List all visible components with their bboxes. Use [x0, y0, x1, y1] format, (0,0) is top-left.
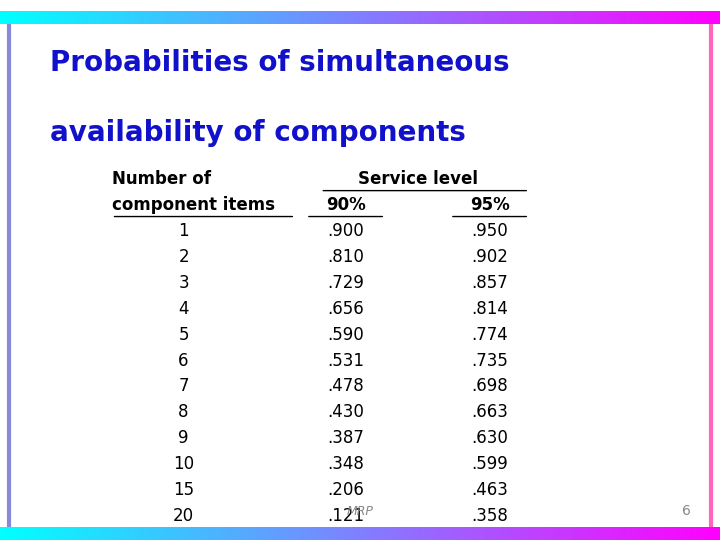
Text: 20: 20 [173, 507, 194, 525]
Text: .277: .277 [471, 533, 508, 540]
Text: .348: .348 [327, 455, 364, 473]
Text: 95%: 95% [469, 196, 510, 214]
Text: 8: 8 [179, 403, 189, 421]
Text: .387: .387 [327, 429, 364, 447]
Text: .358: .358 [471, 507, 508, 525]
Text: .810: .810 [327, 248, 364, 266]
Text: .531: .531 [327, 352, 364, 369]
Text: .814: .814 [471, 300, 508, 318]
Text: 15: 15 [173, 481, 194, 499]
Text: .630: .630 [471, 429, 508, 447]
Text: 25: 25 [173, 533, 194, 540]
Text: .857: .857 [471, 274, 508, 292]
Text: Service level: Service level [358, 170, 477, 188]
Text: 3: 3 [179, 274, 189, 292]
Text: 1: 1 [179, 222, 189, 240]
Text: .729: .729 [327, 274, 364, 292]
Text: component items: component items [112, 196, 274, 214]
Text: .902: .902 [471, 248, 508, 266]
Text: 9: 9 [179, 429, 189, 447]
Text: 5: 5 [179, 326, 189, 343]
Text: 10: 10 [173, 455, 194, 473]
Text: .663: .663 [471, 403, 508, 421]
Text: .430: .430 [327, 403, 364, 421]
Text: .774: .774 [471, 326, 508, 343]
Text: .590: .590 [327, 326, 364, 343]
Text: Number of: Number of [112, 170, 210, 188]
Text: .698: .698 [471, 377, 508, 395]
Text: .071: .071 [327, 533, 364, 540]
Text: availability of components: availability of components [50, 119, 467, 147]
Text: 2: 2 [179, 248, 189, 266]
Text: 4: 4 [179, 300, 189, 318]
Text: 7: 7 [179, 377, 189, 395]
Text: 6: 6 [179, 352, 189, 369]
Text: 6: 6 [683, 504, 691, 518]
Text: .900: .900 [327, 222, 364, 240]
Text: .599: .599 [471, 455, 508, 473]
Text: .463: .463 [471, 481, 508, 499]
Text: Probabilities of simultaneous: Probabilities of simultaneous [50, 49, 510, 77]
Text: .656: .656 [327, 300, 364, 318]
Text: .950: .950 [471, 222, 508, 240]
Text: .735: .735 [471, 352, 508, 369]
Text: MRP: MRP [346, 505, 374, 518]
Text: .121: .121 [327, 507, 364, 525]
Text: .478: .478 [327, 377, 364, 395]
Text: .206: .206 [327, 481, 364, 499]
Text: 90%: 90% [325, 196, 366, 214]
